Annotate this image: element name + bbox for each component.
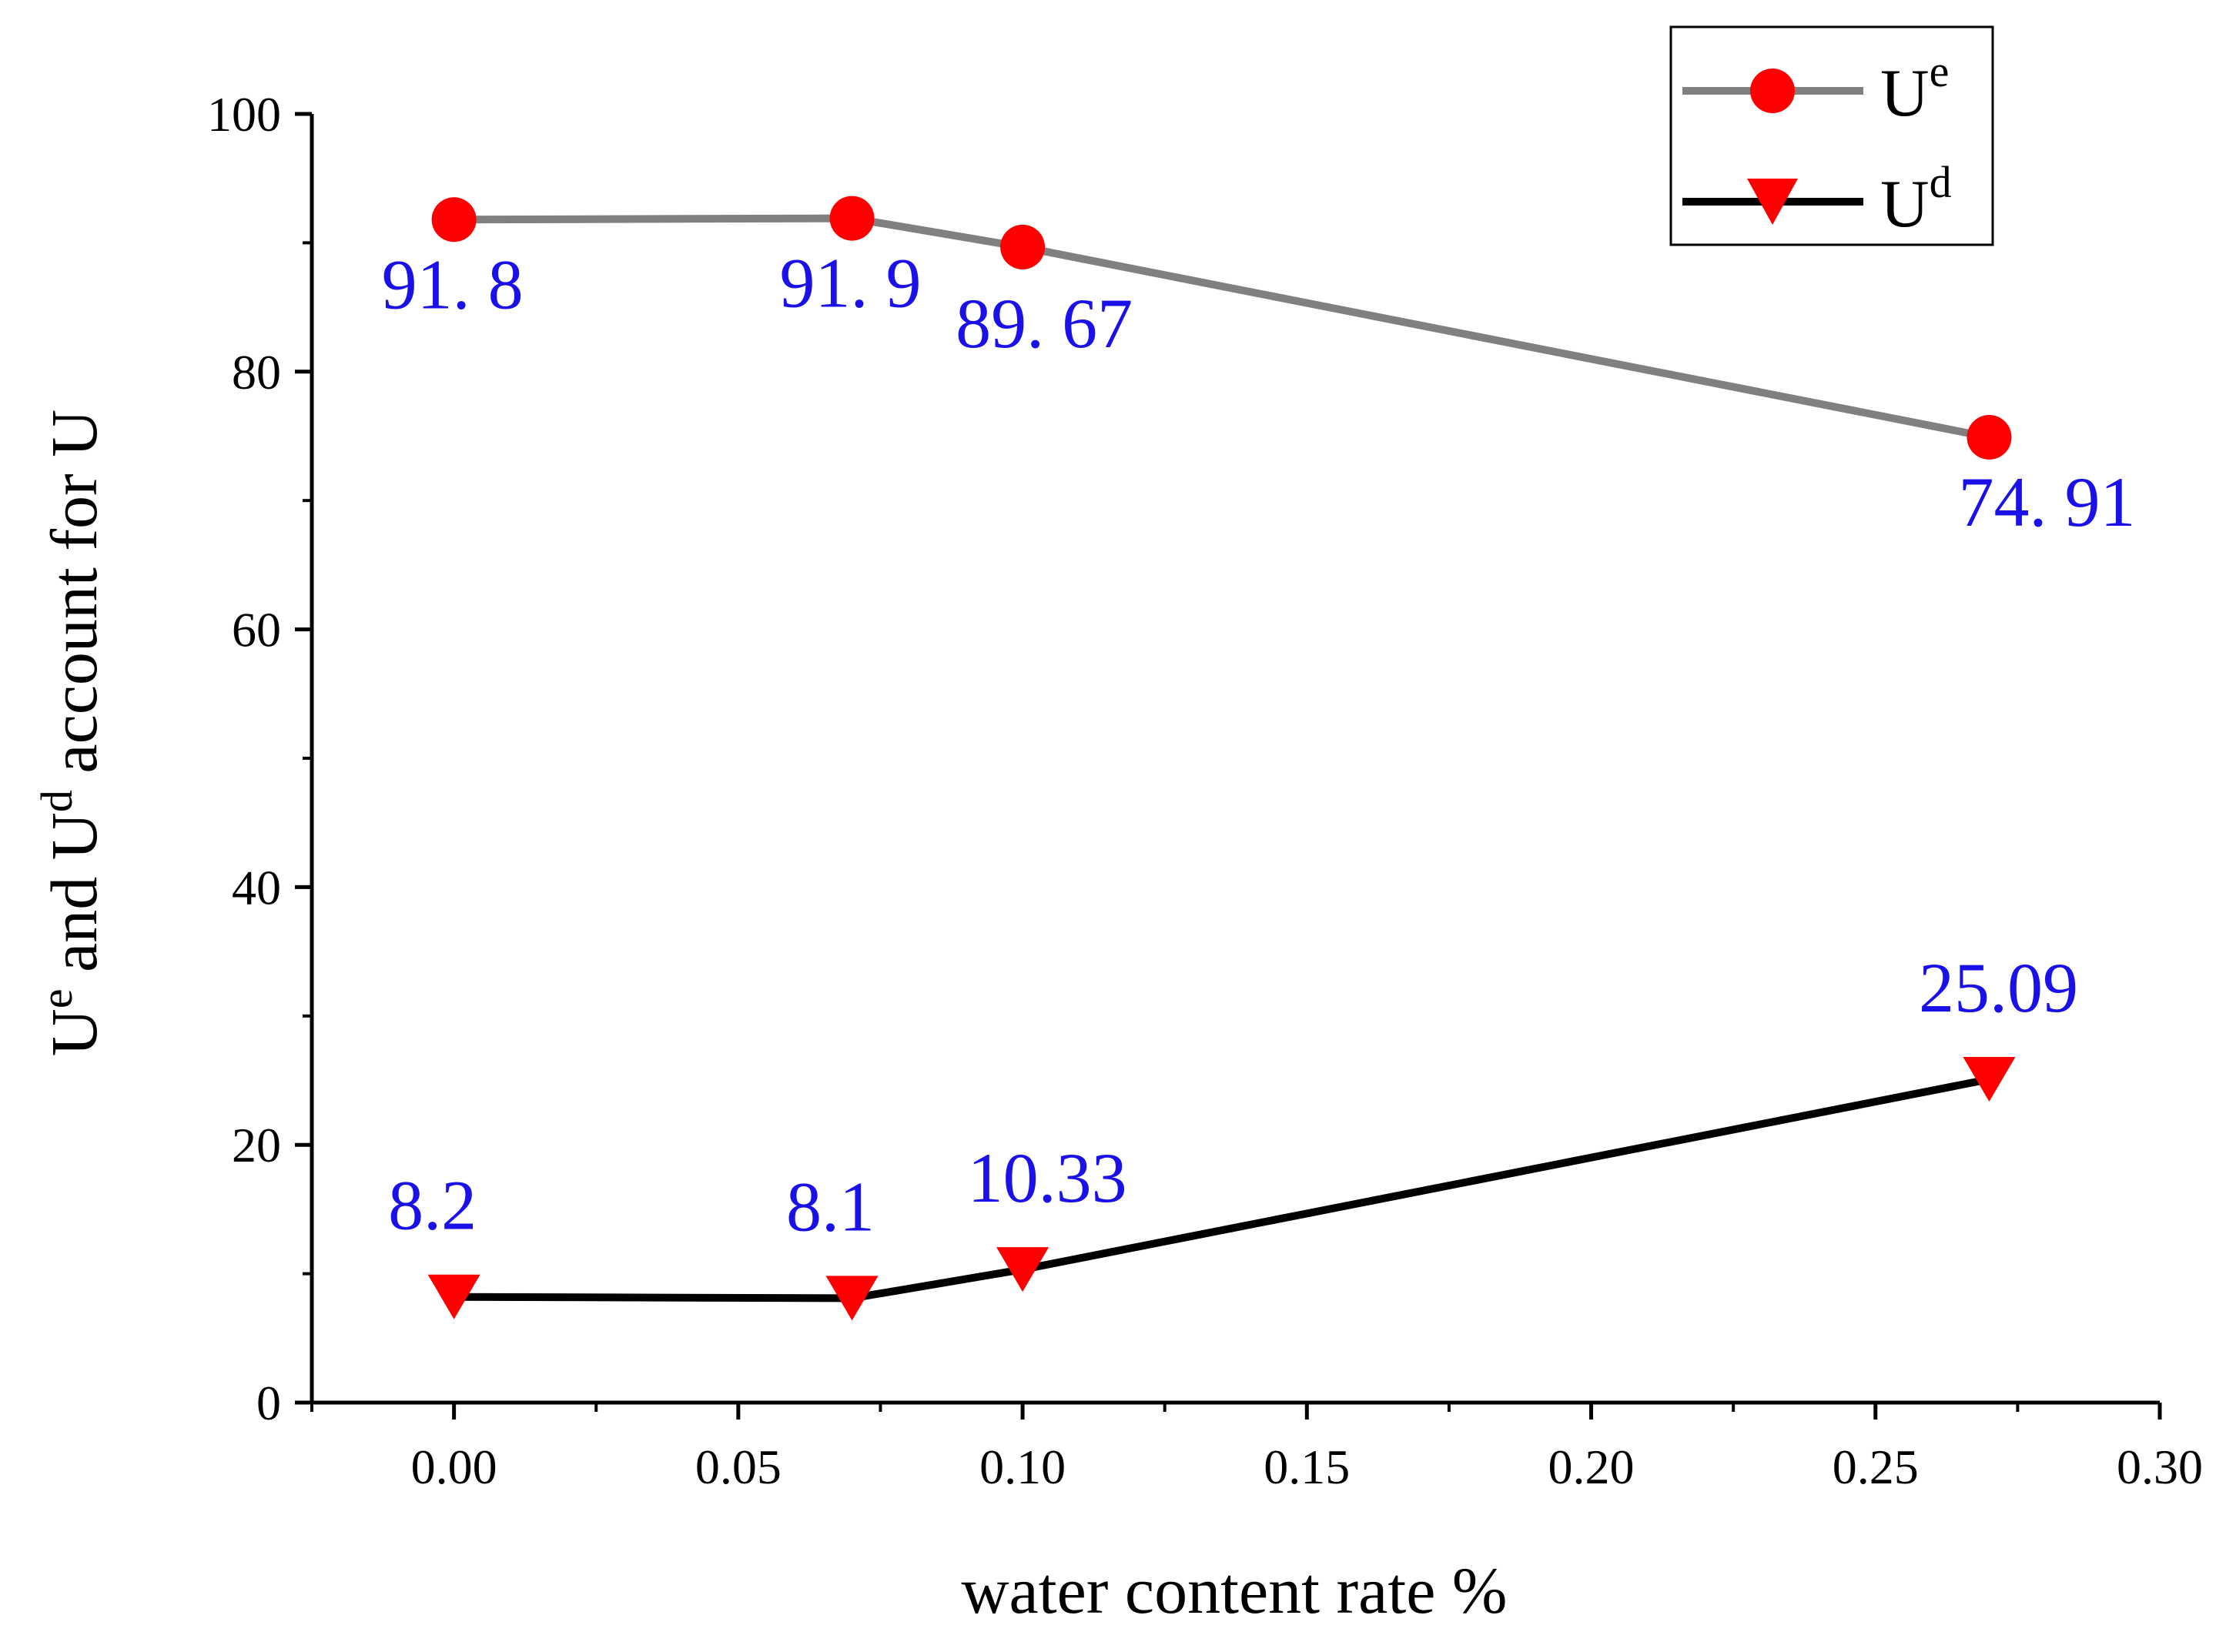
y-axis-title-part1: U: [37, 1008, 111, 1056]
legend-label-ud-sup: d: [1930, 157, 1952, 207]
x-tick-label: 0.20: [1548, 1440, 1635, 1494]
y-tick-label: 40: [232, 860, 281, 915]
y-axis-title-part2: and U: [37, 812, 111, 988]
data-label-ue: 91. 9: [780, 244, 922, 323]
legend-marker-ue: [1750, 69, 1795, 113]
data-label-ue: 74. 91: [1958, 463, 2135, 541]
axes: 0.00 0.05 0.10 0.15 0.20 0.25 0.30 0 20 40 60 80 100: [207, 87, 2203, 1494]
y-tick-label: 0: [256, 1376, 281, 1430]
y-tick-label: 80: [232, 345, 281, 400]
y-axis-title-part3: account for U: [37, 410, 111, 790]
legend-marker-ud: [1747, 179, 1798, 225]
data-label-ud: 25.09: [1919, 948, 2078, 1027]
legend-label-ue: Ue: [1880, 46, 1949, 131]
y-tick-label: 20: [232, 1118, 281, 1172]
data-label-ud: 10.33: [968, 1139, 1127, 1217]
series-line-ue: [454, 214, 1990, 441]
x-axis-title: water content rate %: [961, 1553, 1507, 1627]
legend-label-ue-base: U: [1880, 56, 1930, 131]
x-tick-label: 0.15: [1264, 1440, 1350, 1494]
data-point-ud: [825, 1276, 879, 1321]
legend-label-ud: Ud: [1880, 157, 1952, 242]
data-point-ud: [1963, 1056, 2016, 1102]
x-tick-label: 0.05: [695, 1440, 782, 1494]
legend: Ue Ud: [1669, 25, 1994, 246]
y-axis-title-sup1: e: [32, 988, 82, 1008]
data-point-ue: [431, 197, 477, 242]
legend-box: [1669, 25, 1994, 246]
data-label-ue: 91. 8: [382, 245, 524, 323]
data-label-layer: 91. 8 91. 9 89. 67 74. 91 8.2 8.1 10.33 25.09: [382, 244, 2136, 1246]
data-point-ue: [1967, 415, 2012, 460]
x-tick-label: 0.25: [1833, 1440, 1919, 1494]
data-point-ud: [427, 1274, 480, 1319]
legend-label-ud-base: U: [1880, 167, 1930, 242]
data-point-ue: [1000, 224, 1046, 269]
data-point-ue: [829, 196, 875, 241]
data-label-ud: 8.1: [786, 1167, 875, 1246]
series-layer: [427, 196, 2016, 1321]
legend-label-ue-sup: e: [1930, 46, 1950, 96]
y-axis-title-sup2: d: [32, 790, 82, 812]
x-tick-label: 0.30: [2117, 1440, 2203, 1494]
data-label-ue: 89. 67: [956, 284, 1133, 363]
data-point-ud: [996, 1247, 1049, 1293]
y-tick-label: 60: [232, 603, 281, 657]
x-tick-label: 0.00: [411, 1440, 497, 1494]
x-tick-label: 0.10: [979, 1440, 1066, 1494]
y-tick-label: 100: [207, 87, 281, 142]
y-axis-title: Ue and Ud account for U: [32, 410, 111, 1056]
series-line-ud: [454, 1075, 1990, 1303]
data-label-ud: 8.2: [388, 1166, 477, 1245]
